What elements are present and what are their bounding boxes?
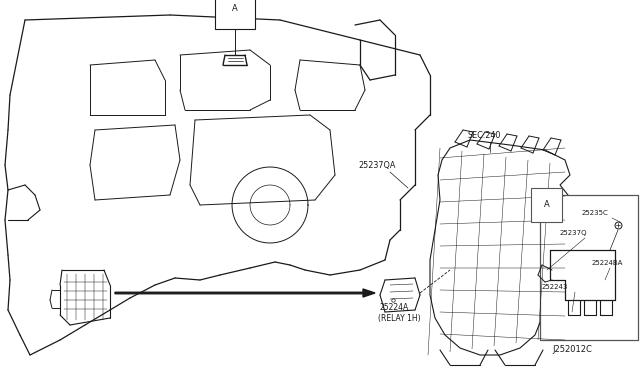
Text: A: A (232, 3, 238, 13)
Text: J252012C: J252012C (552, 346, 592, 355)
Text: A: A (232, 3, 238, 13)
Text: 25237QA: 25237QA (358, 160, 396, 170)
Text: 252243: 252243 (542, 284, 568, 290)
Bar (540, 195, 638, 340)
Text: 25235C: 25235C (582, 210, 609, 216)
Text: 25224A: 25224A (380, 304, 409, 312)
Text: A: A (544, 200, 550, 209)
FancyArrow shape (115, 289, 375, 297)
Text: 25224BA: 25224BA (592, 260, 623, 266)
Text: (RELAY 1H): (RELAY 1H) (378, 314, 420, 323)
Text: 25237Q: 25237Q (560, 230, 588, 236)
Text: SEC.240: SEC.240 (468, 131, 501, 140)
